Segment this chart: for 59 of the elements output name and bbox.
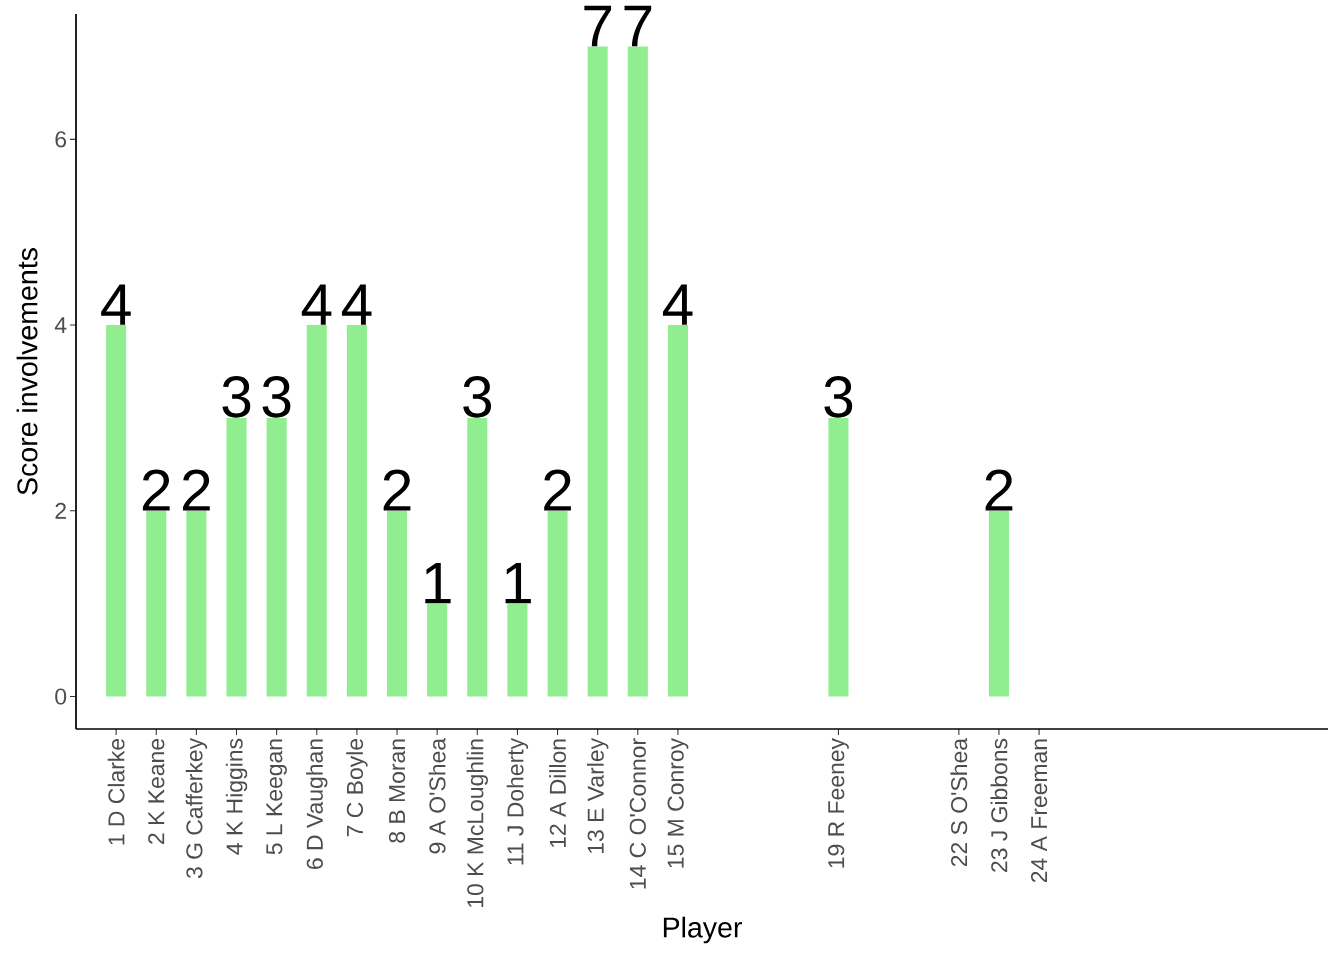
x-tick-label: 10 K McLoughlin xyxy=(466,739,488,908)
data-label: 4 xyxy=(662,284,693,325)
x-axis-title: Player xyxy=(663,916,742,944)
x-tick-label: 7 C Boyle xyxy=(346,738,368,837)
bar xyxy=(507,603,528,697)
bar xyxy=(346,325,367,697)
data-label: 7 xyxy=(624,5,652,47)
data-label: 2 xyxy=(383,469,411,511)
y-tick-label: 2 xyxy=(55,502,66,519)
data-label: 1 xyxy=(505,563,531,604)
bar xyxy=(587,46,608,697)
bar xyxy=(387,510,408,697)
x-tick-label: 23 J Gibbons xyxy=(990,738,1008,872)
bar xyxy=(306,325,327,697)
data-label: 3 xyxy=(222,376,251,418)
data-label: 2 xyxy=(183,469,210,511)
bar xyxy=(427,603,448,697)
bar xyxy=(828,417,849,697)
y-tick-label: 4 xyxy=(54,317,67,333)
bar xyxy=(547,510,568,697)
x-tick-label: 24 A Freeman xyxy=(1030,739,1048,883)
data-label: 1 xyxy=(425,563,451,604)
x-tick-label: 15 M Conroy xyxy=(667,738,689,868)
x-tick-label: 12 A Dillon xyxy=(549,739,566,848)
data-label: 3 xyxy=(463,376,492,418)
data-label: 4 xyxy=(341,284,372,325)
bar xyxy=(226,417,247,697)
data-label: 2 xyxy=(985,469,1013,511)
bar xyxy=(186,510,207,697)
bar xyxy=(988,510,1009,697)
x-tick-label: 4 K Higgins xyxy=(225,738,248,855)
bar xyxy=(627,46,648,697)
x-tick-label: 3 G Cafferkey xyxy=(185,737,208,879)
x-tick-label: 9 A O'Shea xyxy=(428,737,446,854)
bar xyxy=(467,417,488,697)
x-tick-label: 11 J Doherty xyxy=(506,738,529,865)
bar xyxy=(146,510,167,697)
x-tick-label: 5 L Keegan xyxy=(266,739,287,855)
y-tick-label: 0 xyxy=(55,688,67,705)
bar xyxy=(106,325,127,697)
x-tick-label: 1 D Clarke xyxy=(107,738,125,845)
data-label: 4 xyxy=(301,284,332,325)
data-label: 2 xyxy=(544,469,571,511)
data-label: 3 xyxy=(262,376,291,418)
x-tick-label: 6 D Vaughan xyxy=(306,739,328,869)
x-tick-label: 8 B Moran xyxy=(388,739,406,843)
y-tick-label: 6 xyxy=(55,131,67,148)
data-label: 3 xyxy=(824,376,853,418)
x-tick-label: 14 C O'Connor xyxy=(629,738,646,889)
data-label: 4 xyxy=(101,284,131,325)
x-tick-label: 19 R Feeney xyxy=(828,738,849,868)
bar xyxy=(266,417,287,697)
x-tick-label: 22 S O'Shea xyxy=(950,737,968,867)
x-tick-label: 13 E Varley xyxy=(586,737,609,854)
y-axis-title: Score involvements xyxy=(16,248,38,495)
data-label: 2 xyxy=(142,469,170,511)
data-label: 7 xyxy=(584,5,612,47)
bar xyxy=(667,325,688,697)
x-tick-label: 2 K Keane xyxy=(148,738,165,844)
